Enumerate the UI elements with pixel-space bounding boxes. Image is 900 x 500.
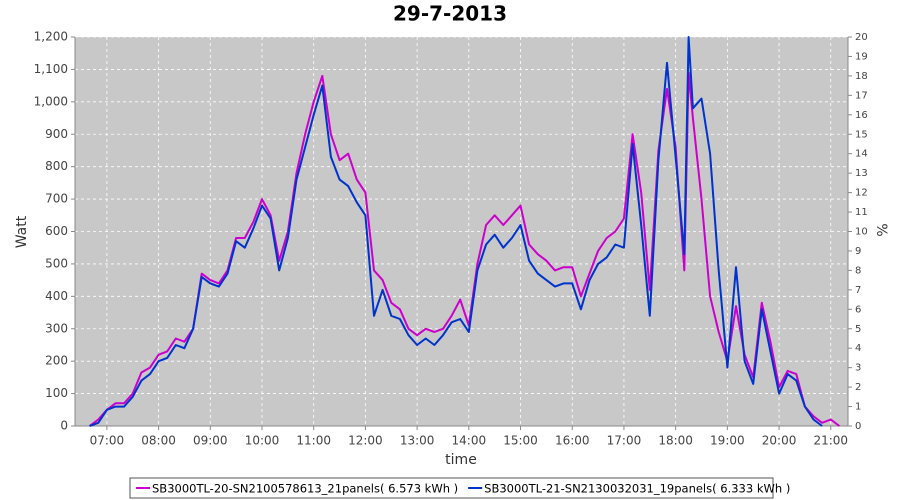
- y2-axis-label: %: [873, 223, 889, 236]
- x-tick-label: 15:00: [503, 434, 538, 448]
- y2-tick-label: 5: [855, 324, 861, 335]
- x-tick-label: 07:00: [90, 434, 125, 448]
- y2-tick-label: 4: [855, 343, 861, 354]
- y-tick-label: 500: [45, 256, 68, 270]
- y-tick-label: 1,200: [34, 30, 68, 44]
- x-tick-label: 09:00: [193, 434, 228, 448]
- y2-tick-label: 20: [855, 32, 868, 43]
- x-tick-label: 19:00: [710, 434, 745, 448]
- series-line: [89, 36, 823, 427]
- x-tick-label: 11:00: [296, 434, 331, 448]
- legend-label: SB3000TL-20-SN2100578613_21panels( 6.573…: [152, 482, 458, 496]
- y2-tick-label: 17: [855, 90, 868, 101]
- y2-tick-label: 0: [855, 421, 861, 432]
- legend-label: SB3000TL-21-SN2130032031_19panels( 6.333…: [484, 482, 790, 496]
- x-tick-label: 12:00: [348, 434, 383, 448]
- x-tick-label: 21:00: [813, 434, 848, 448]
- y-tick-label: 300: [45, 321, 68, 335]
- y2-tick-label: 19: [855, 51, 868, 62]
- y-tick-label: 100: [45, 386, 68, 400]
- x-tick-label: 18:00: [658, 434, 693, 448]
- y2-tick-label: 7: [855, 285, 861, 296]
- y2-tick-label: 14: [855, 149, 868, 160]
- x-tick-label: 16:00: [555, 434, 590, 448]
- y-tick-label: 600: [45, 224, 68, 238]
- x-tick-label: 10:00: [245, 434, 280, 448]
- x-tick-label: 13:00: [400, 434, 435, 448]
- x-tick-label: 20:00: [762, 434, 797, 448]
- y2-tick-label: 1: [855, 402, 861, 413]
- y2-tick-label: 11: [855, 207, 868, 218]
- x-axis-label: time: [445, 452, 477, 468]
- y-tick-label: 1,000: [34, 94, 68, 108]
- y-tick-label: 900: [45, 127, 68, 141]
- y2-tick-label: 18: [855, 71, 868, 82]
- y-axis-label: Watt: [14, 215, 30, 248]
- x-tick-label: 17:00: [607, 434, 642, 448]
- y2-tick-label: 10: [855, 227, 868, 238]
- y-tick-label: 700: [45, 192, 68, 206]
- y2-tick-label: 3: [855, 363, 861, 374]
- y2-tick-label: 13: [855, 168, 868, 179]
- y-tick-label: 0: [60, 419, 68, 433]
- y2-tick-label: 12: [855, 188, 868, 199]
- chart-title: 29-7-2013: [393, 2, 507, 26]
- y2-tick-label: 9: [855, 246, 861, 257]
- y-tick-label: 200: [45, 354, 68, 368]
- y-tick-label: 800: [45, 159, 68, 173]
- x-tick-label: 14:00: [452, 434, 487, 448]
- y2-tick-label: 16: [855, 110, 868, 121]
- y2-tick-label: 15: [855, 129, 868, 140]
- y2-tick-label: 2: [855, 382, 861, 393]
- y2-tick-label: 8: [855, 265, 861, 276]
- y-tick-label: 400: [45, 289, 68, 303]
- legend-box: [129, 477, 774, 499]
- x-tick-label: 08:00: [141, 434, 176, 448]
- y-tick-label: 1,100: [34, 62, 68, 76]
- y2-tick-label: 6: [855, 304, 861, 315]
